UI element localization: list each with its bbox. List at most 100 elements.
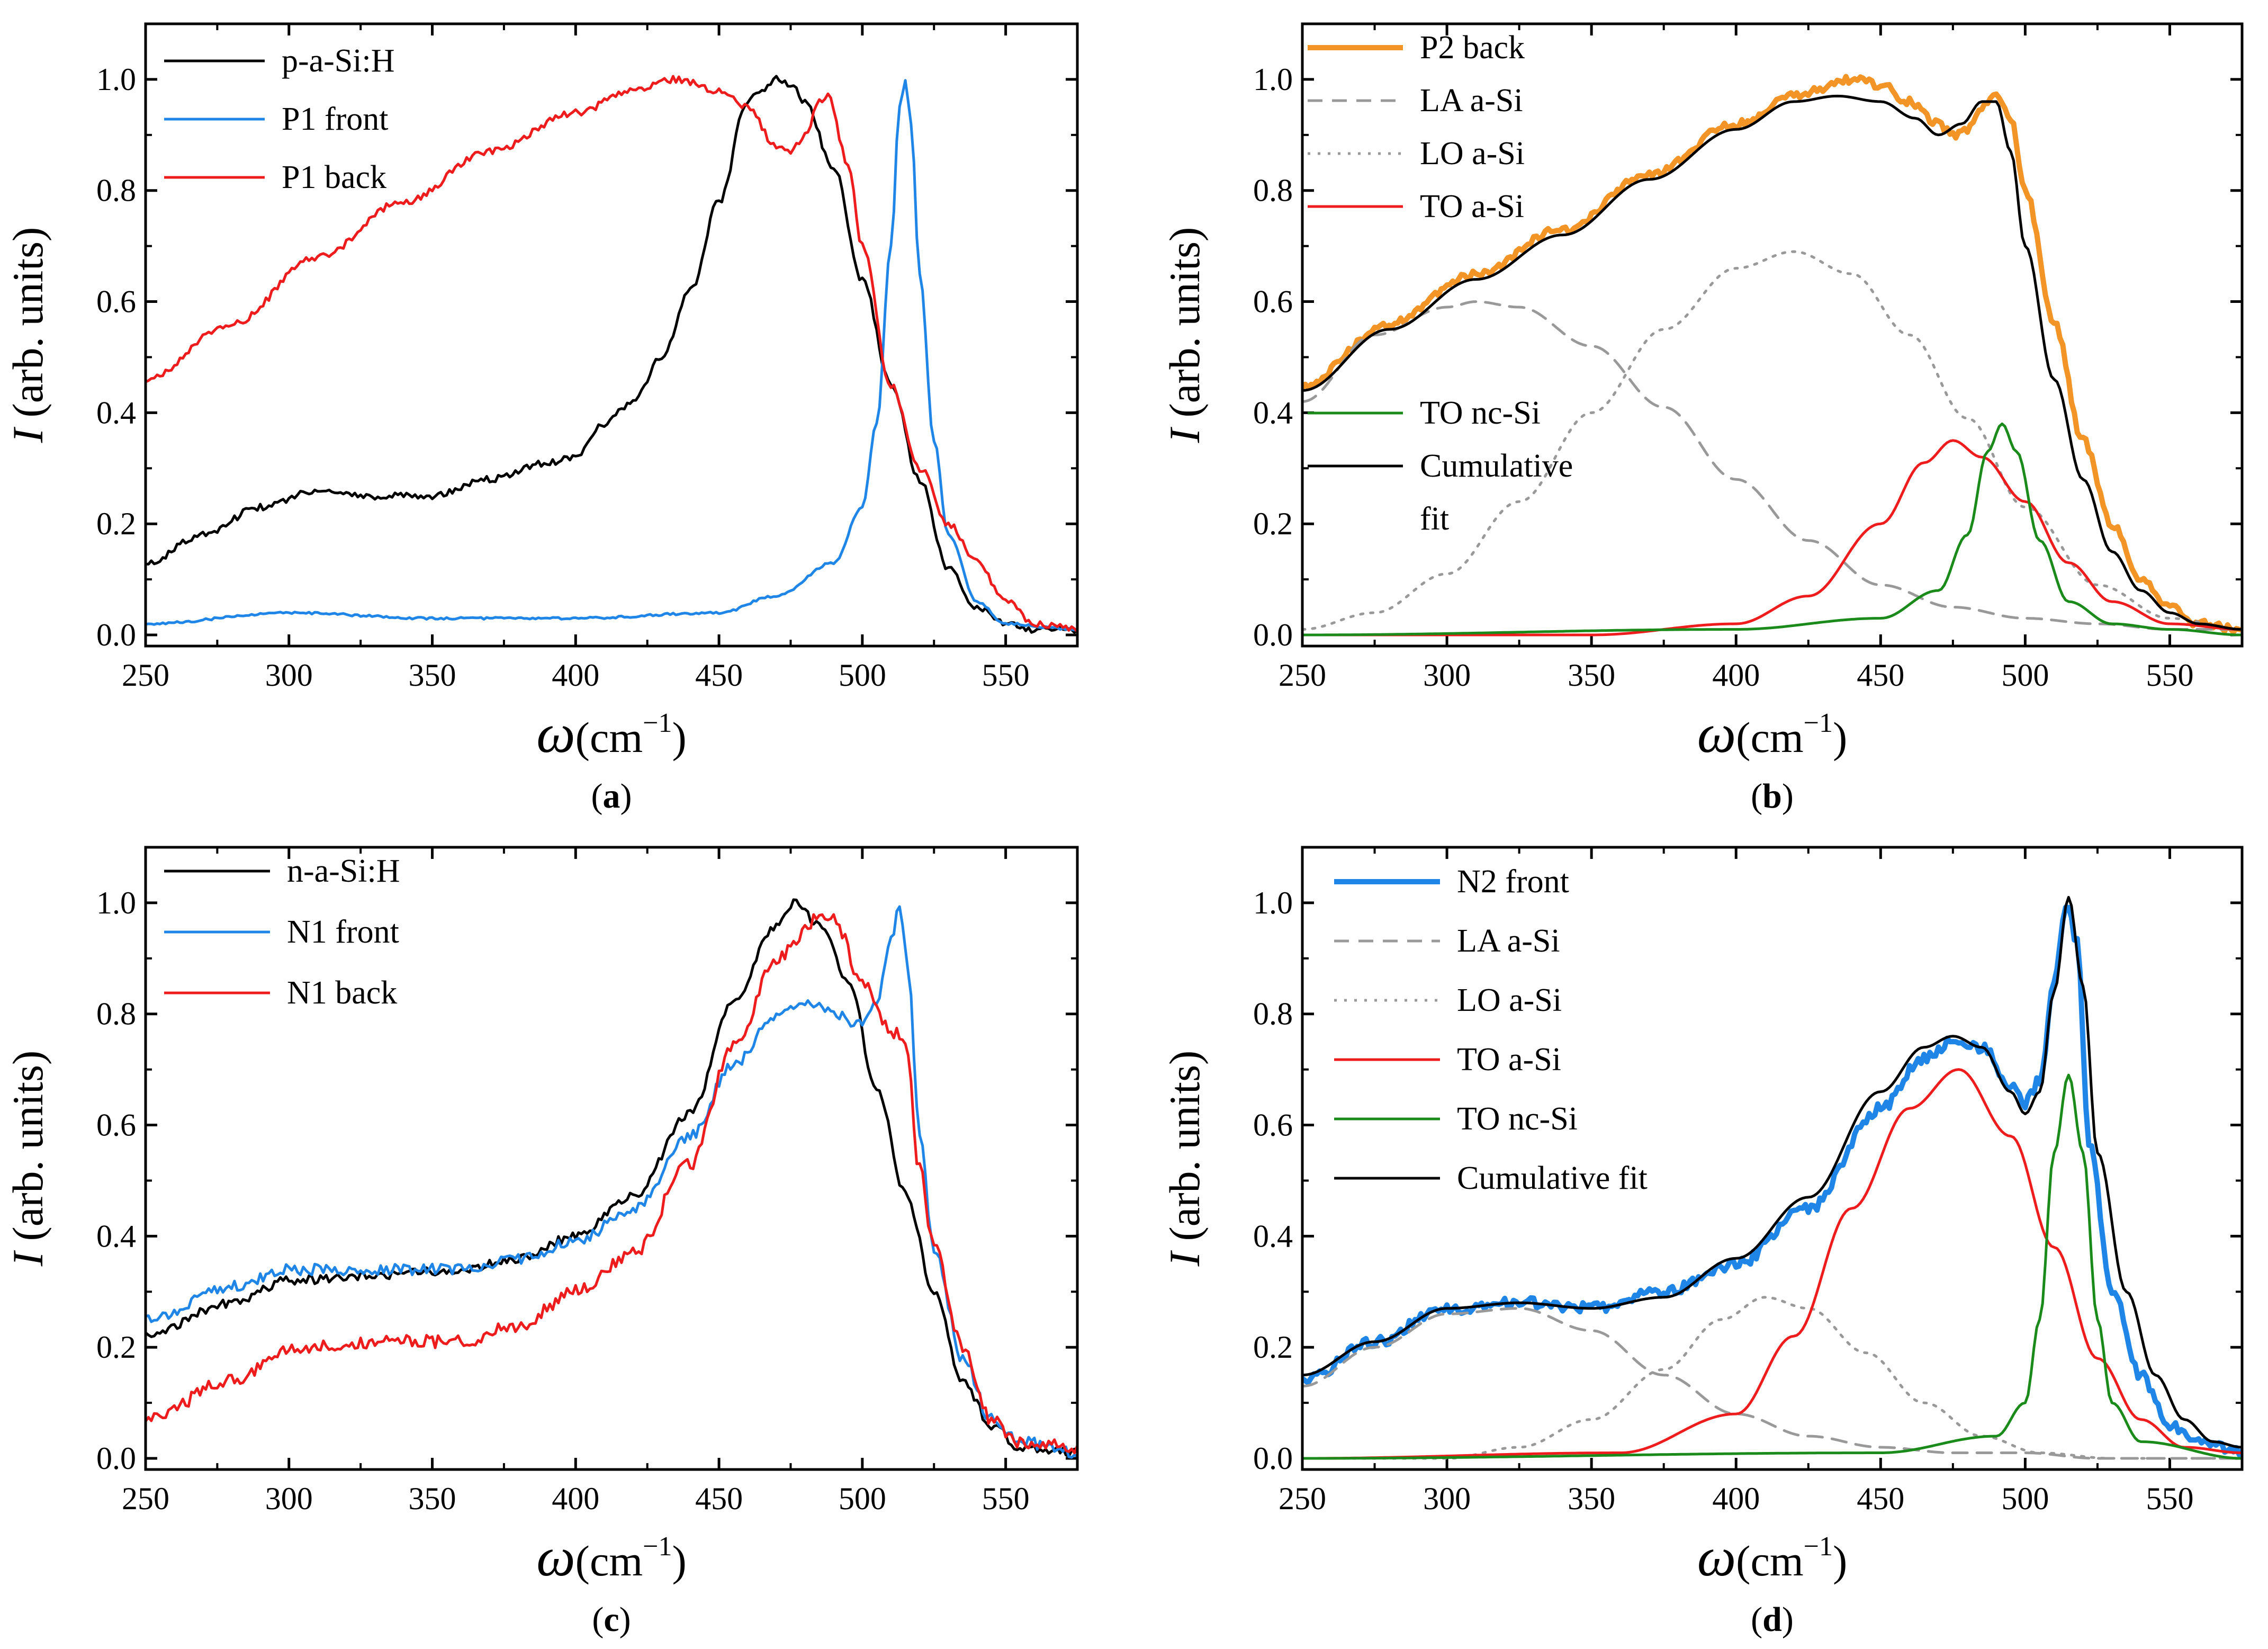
x-tick-label: 450 (695, 658, 743, 693)
panel-caption-letter: a (603, 777, 620, 815)
y-tick-label: 0.8 (1253, 173, 1293, 208)
series-line-n-a-si-h (146, 898, 1077, 1458)
y-tick-label: 0.4 (96, 395, 136, 430)
plot-area (1302, 74, 2242, 637)
legend-label: N1 front (287, 914, 399, 950)
plot-frame (144, 22, 1079, 648)
legend-label: TO nc-Si (1457, 1101, 1578, 1137)
chart-panel-d: 250 300 350 400 450 500 550 0.0 0.2 0.4 0.6 0.8 1.0 N… (1160, 846, 2244, 1639)
x-axis-close: ) (672, 713, 686, 761)
legend-label: Cumulative (1420, 448, 1573, 484)
legend-label-continued: fit (1420, 501, 1449, 537)
y-tick-label: 0.2 (96, 1330, 136, 1365)
y-tick-label: 0.6 (1253, 1108, 1293, 1143)
x-axis-exponent: −1 (643, 708, 672, 738)
y-axis-unit: (arb. units) (4, 1051, 52, 1252)
x-tick-label: 350 (409, 658, 456, 693)
legend: N2 front LA a-Si LO a-Si TO a-Si TO nc-Si Cum… (1334, 864, 1648, 1196)
y-tick-label: 0.4 (96, 1218, 136, 1253)
series-line-p-a-si-h (146, 75, 1077, 634)
x-tick-label: 300 (265, 1481, 313, 1516)
legend-label: LA a-Si (1457, 923, 1560, 959)
y-axis-symbol: I (4, 426, 52, 443)
series-line-p1-back (146, 75, 1077, 633)
panel-caption: (d) (1751, 1600, 1794, 1639)
y-tick-label: 1.0 (1253, 62, 1293, 97)
x-axis-symbol: ω (1697, 703, 1736, 764)
x-axis-symbol: ω (536, 1527, 575, 1588)
chart-panel-c: 250 300 350 400 450 500 550 0.0 0.2 0.4 0.6 0.8 1.0 n… (4, 846, 1079, 1639)
y-tick-label: 0.2 (96, 506, 136, 541)
series-line-n2-front (1302, 904, 2242, 1457)
series-line-cumulative-fit (1302, 895, 2242, 1449)
x-axis-title: ω(cm−1) (536, 703, 687, 764)
x-axis-exponent: −1 (643, 1531, 672, 1562)
legend: P2 back LA a-Si LO a-Si TO a-Si TO nc-Si Cumu… (1308, 30, 1573, 537)
y-axis-symbol: I (1160, 1250, 1209, 1267)
y-axis-title: I (arb. units) (1160, 227, 1209, 444)
x-tick-label: 450 (1857, 1481, 1904, 1516)
y-tick-label: 0.0 (1253, 617, 1293, 652)
legend: p-a-Si:H P1 front P1 back (164, 43, 395, 195)
panel-caption-letter: b (1762, 777, 1782, 815)
x-tick-label: 400 (552, 658, 599, 693)
chart-panel-b: 250 300 350 400 450 500 550 0.0 0.2 0.4 0.6 0.8 1.0 P… (1160, 22, 2244, 815)
plot-area (146, 898, 1077, 1459)
y-tick-label: 0.8 (1253, 997, 1293, 1032)
x-tick-label: 350 (409, 1481, 456, 1516)
x-tick-label: 250 (1279, 658, 1326, 693)
x-tick-label: 500 (2001, 658, 2049, 693)
legend: n-a-Si:H N1 front N1 back (164, 853, 400, 1011)
x-tick-label: 400 (1712, 658, 1760, 693)
series-line-to-a-si (1302, 1068, 2242, 1460)
x-axis-title: ω(cm−1) (1697, 1527, 1848, 1588)
series-line-cumulative (1302, 94, 2242, 631)
legend-label: n-a-Si:H (287, 853, 400, 889)
x-tick-label: 550 (2146, 1481, 2193, 1516)
series-line-n1-back (146, 913, 1077, 1455)
y-tick-label: 1.0 (1253, 885, 1293, 920)
legend-label: LA a-Si (1420, 83, 1523, 119)
legend-label: LO a-Si (1457, 982, 1562, 1018)
series-line-p1-front (146, 79, 1077, 632)
y-tick-label: 0.4 (1253, 395, 1293, 430)
series-line-lo-a-si (1302, 1296, 2242, 1460)
x-tick-label: 350 (1568, 658, 1615, 693)
plot-frame (1301, 846, 2244, 1471)
y-tick-label: 0.0 (1253, 1441, 1293, 1476)
x-tick-label: 450 (695, 1481, 743, 1516)
y-tick-label: 0.2 (1253, 1330, 1293, 1365)
y-tick-label: 1.0 (96, 62, 136, 97)
panel-caption: (a) (591, 777, 632, 815)
y-axis-symbol: I (1160, 426, 1209, 443)
x-axis-exponent: −1 (1804, 708, 1833, 738)
x-tick-label: 250 (122, 658, 169, 693)
y-tick-label: 0.6 (96, 1108, 136, 1143)
x-axis-unit: (cm (1736, 1537, 1803, 1585)
x-axis-unit: (cm (1736, 713, 1803, 761)
panel-caption: (b) (1751, 777, 1794, 815)
series-line-la-a-si (1302, 300, 2242, 631)
legend-label: P1 back (282, 159, 386, 195)
panel-caption-letter: d (1762, 1600, 1782, 1639)
legend-label: TO a-Si (1457, 1042, 1561, 1078)
legend-label: P2 back (1420, 30, 1525, 66)
x-tick-label: 300 (265, 658, 313, 693)
y-axis-title: I (arb. units) (4, 1051, 52, 1267)
x-axis-close: ) (672, 1537, 686, 1585)
y-tick-label: 0.8 (96, 173, 136, 208)
x-tick-label: 450 (1857, 658, 1904, 693)
x-tick-label: 250 (122, 1481, 169, 1516)
x-tick-label: 300 (1423, 1481, 1471, 1516)
x-tick-label: 250 (1279, 1481, 1326, 1516)
y-tick-label: 0.0 (96, 1441, 136, 1476)
chart-panel-a: 250 300 350 400 450 500 550 0.0 0.2 0.4 0.6 0.8 1.0 p… (4, 22, 1079, 815)
y-tick-label: 0.2 (1253, 506, 1293, 541)
y-axis-unit: (arb. units) (1160, 227, 1209, 428)
series-line-to-nc-si (1302, 1073, 2242, 1460)
y-axis-symbol: I (4, 1250, 52, 1267)
legend-label: TO nc-Si (1420, 395, 1541, 431)
x-tick-label: 500 (839, 658, 886, 693)
x-axis-title: ω(cm−1) (536, 1527, 687, 1588)
x-tick-label: 400 (1712, 1481, 1760, 1516)
